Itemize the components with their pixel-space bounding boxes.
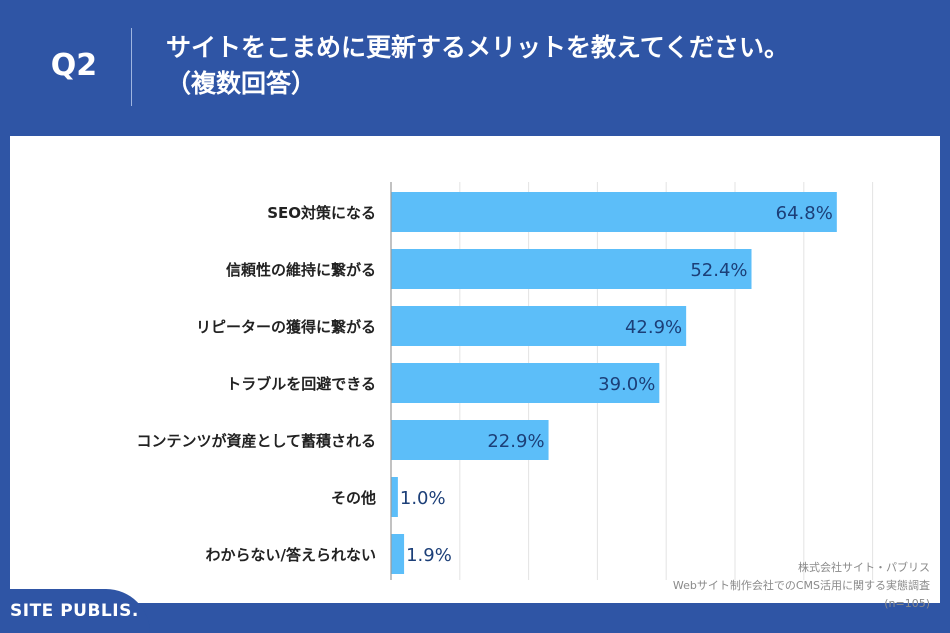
title-line-1: サイトをこまめに更新するメリットを教えてください。 — [166, 33, 790, 62]
bar — [391, 420, 549, 460]
source-survey: Webサイト制作会社でのCMS活用に関する実態調査 — [672, 579, 930, 592]
category-label: トラブルを回避できる — [226, 375, 376, 393]
question-number: Q2 — [50, 48, 98, 83]
brand-logo: SITE PUBLIS. — [0, 589, 150, 633]
bar — [391, 534, 405, 574]
title-line-2: （複数回答） — [166, 69, 317, 98]
category-label: 信頼性の維持に繋がる — [226, 261, 376, 279]
data-label: 42.9% — [625, 317, 682, 338]
category-label: SEO対策になる — [267, 204, 376, 222]
source-sample: (n=105) — [884, 597, 930, 610]
brand-name: SITE PUBLIS. — [10, 601, 139, 621]
bar — [391, 192, 837, 232]
category-label: コンテンツが資産として蓄積される — [136, 432, 376, 450]
data-label: 39.0% — [598, 374, 655, 395]
source-note: 株式会社サイト・パブリス Webサイト制作会社でのCMS活用に関する実態調査 (… — [510, 559, 930, 613]
data-label: 22.9% — [487, 431, 544, 452]
bar — [391, 363, 660, 403]
data-label: 52.4% — [690, 260, 747, 281]
bar — [391, 306, 687, 346]
header: Q2 サイトをこまめに更新するメリットを教えてください。 （複数回答） — [0, 0, 950, 135]
source-company: 株式会社サイト・パブリス — [798, 561, 930, 574]
category-label: その他 — [331, 489, 376, 507]
chart-title: サイトをこまめに更新するメリットを教えてください。 （複数回答） — [166, 30, 926, 102]
category-label: リピーターの獲得に繋がる — [196, 318, 376, 336]
bar — [391, 477, 398, 517]
bar — [391, 249, 752, 289]
data-label: 1.9% — [406, 545, 452, 566]
category-label: わからない/答えられない — [206, 546, 376, 564]
data-label: 64.8% — [776, 203, 833, 224]
header-divider — [131, 28, 132, 106]
data-label: 1.0% — [400, 488, 446, 509]
